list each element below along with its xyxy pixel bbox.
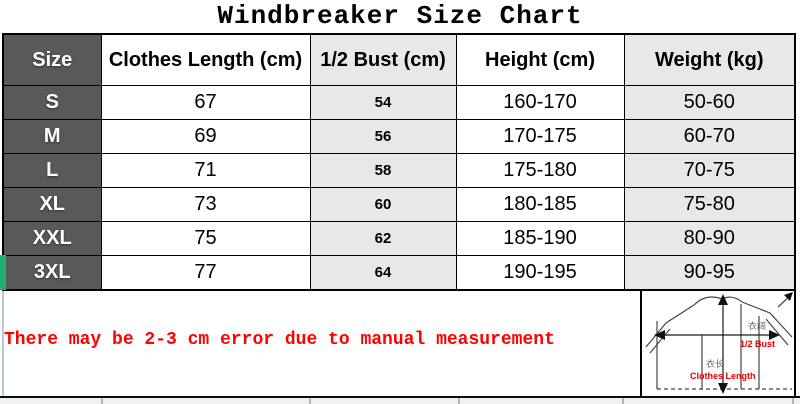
cell-weight: 90-95 xyxy=(623,255,796,291)
cell-weight: 80-90 xyxy=(623,221,796,256)
cell-weight: 60-70 xyxy=(623,119,796,154)
cell-bust: 62 xyxy=(309,221,457,256)
header-height: Height (cm) xyxy=(455,33,625,86)
length-arrowhead-top xyxy=(718,294,728,305)
row-m: M 69 56 170-175 60-70 xyxy=(2,119,796,154)
cell-height: 180-185 xyxy=(455,187,625,222)
left-sleeve-line xyxy=(649,328,671,354)
right-shoulder-line xyxy=(741,301,793,338)
header-clothes-length: Clothes Length (cm) xyxy=(100,33,311,86)
cell-weight: 50-60 xyxy=(623,85,796,120)
cell-size: XL xyxy=(2,187,102,222)
length-label-cn: 衣长 xyxy=(706,358,724,369)
pointer-arrowhead xyxy=(784,292,793,301)
grid-tick xyxy=(101,398,103,404)
row-3xl-highlight-mark xyxy=(0,255,6,290)
garment-measure-diagram: 衣阔 1/2 Bust 衣长 Clothes Length xyxy=(640,291,796,396)
next-row-strip xyxy=(0,398,800,404)
cell-clothes-length: 73 xyxy=(100,187,311,222)
cell-size: S xyxy=(2,85,102,120)
cell-clothes-length: 67 xyxy=(100,85,311,120)
cell-height: 160-170 xyxy=(455,85,625,120)
size-chart-table: Size Clothes Length (cm) 1/2 Bust (cm) H… xyxy=(2,33,796,291)
cell-height: 175-180 xyxy=(455,153,625,188)
right-sleeve-line xyxy=(765,318,789,346)
row-xl: XL 73 60 180-185 75-80 xyxy=(2,187,796,222)
cell-clothes-length: 69 xyxy=(100,119,311,154)
cell-bust: 56 xyxy=(309,119,457,154)
collar-line xyxy=(693,296,743,306)
bust-arrowhead-left xyxy=(654,330,665,340)
header-row: Size Clothes Length (cm) 1/2 Bust (cm) H… xyxy=(2,33,796,86)
grid-tick xyxy=(622,398,624,404)
grid-tick xyxy=(792,398,794,404)
left-shoulder-line xyxy=(645,304,695,348)
header-weight: Weight (kg) xyxy=(623,33,796,86)
measurement-note: There may be 2-3 cm error due to manual … xyxy=(4,330,555,350)
cell-size: 3XL xyxy=(2,255,102,291)
spreadsheet-guide-line xyxy=(2,291,4,404)
grid-tick xyxy=(309,398,311,404)
cell-clothes-length: 71 xyxy=(100,153,311,188)
cell-size: M xyxy=(2,119,102,154)
cell-height: 185-190 xyxy=(455,221,625,256)
bust-label-en: 1/2 Bust xyxy=(740,339,775,349)
chart-title: Windbreaker Size Chart xyxy=(217,1,583,31)
cell-height: 170-175 xyxy=(455,119,625,154)
row-l: L 71 58 175-180 70-75 xyxy=(2,153,796,188)
bust-arrowhead-right xyxy=(769,330,780,340)
row-s: S 67 54 160-170 50-60 xyxy=(2,85,796,120)
cell-size: L xyxy=(2,153,102,188)
grid-tick xyxy=(458,398,460,404)
bottom-border-line xyxy=(0,396,800,398)
cell-bust: 58 xyxy=(309,153,457,188)
bust-label-cn: 衣阔 xyxy=(748,320,766,331)
cell-weight: 70-75 xyxy=(623,153,796,188)
cell-clothes-length: 75 xyxy=(100,221,311,256)
header-size: Size xyxy=(2,33,102,86)
row-3xl: 3XL 77 64 190-195 90-95 xyxy=(2,255,796,291)
garment-sketch: 衣阔 1/2 Bust 衣长 Clothes Length xyxy=(645,292,793,394)
cell-clothes-length: 77 xyxy=(100,255,311,291)
cell-size: XXL xyxy=(2,221,102,256)
cell-weight: 75-80 xyxy=(623,187,796,222)
cell-bust: 54 xyxy=(309,85,457,120)
header-bust: 1/2 Bust (cm) xyxy=(309,33,457,86)
length-label-en: Clothes Length xyxy=(690,371,756,381)
cell-bust: 60 xyxy=(309,187,457,222)
length-arrowhead-bottom xyxy=(718,383,728,394)
cell-bust: 64 xyxy=(309,255,457,291)
cell-height: 190-195 xyxy=(455,255,625,291)
row-xxl: XXL 75 62 185-190 80-90 xyxy=(2,221,796,256)
